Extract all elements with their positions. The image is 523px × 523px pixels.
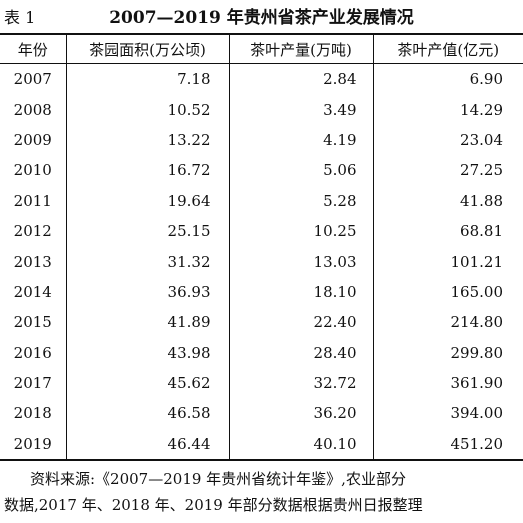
table-row: 2011 19.64 5.28 41.88 <box>0 185 523 216</box>
cell-value: 14.29 <box>372 94 523 125</box>
cell-output: 40.10 <box>228 428 373 462</box>
cell-area: 16.72 <box>65 155 229 186</box>
cell-year: 2018 <box>13 404 52 423</box>
header-area: 茶园面积(万公顷) <box>65 33 229 64</box>
cell-output: 18.10 <box>228 276 373 308</box>
cell-area: 31.32 <box>65 246 229 277</box>
cell-value: 165.00 <box>372 276 523 308</box>
cell-value: 394.00 <box>372 398 523 429</box>
table-row: 2008 10.52 3.49 14.29 <box>0 94 523 125</box>
cell-year: 2013 <box>13 252 52 271</box>
table-row: 2009 13.22 4.19 23.04 <box>0 124 523 156</box>
header-value: 茶叶产值(亿元) <box>372 33 523 64</box>
cell-area: 7.18 <box>65 63 229 95</box>
cell-year: 2009 <box>13 130 52 149</box>
cell-area: 19.64 <box>65 185 229 216</box>
cell-value: 101.21 <box>372 246 523 277</box>
cell-area: 43.98 <box>65 337 229 368</box>
cell-area: 45.62 <box>65 367 229 399</box>
cell-value: 299.80 <box>372 337 523 368</box>
cell-area: 46.44 <box>65 428 229 462</box>
table-row: 2016 43.98 28.40 299.80 <box>0 337 523 368</box>
cell-area: 36.93 <box>65 276 229 308</box>
cell-value: 27.25 <box>372 155 523 186</box>
source-note-line-2: 数据,2017 年、2018 年、2019 年部分数据根据贵州日报整理 <box>4 496 423 514</box>
cell-year: 2010 <box>13 161 52 180</box>
header-output: 茶叶产量(万吨) <box>228 33 373 64</box>
cell-output: 2.84 <box>228 63 373 95</box>
table-row: 2015 41.89 22.40 214.80 <box>0 307 523 338</box>
table-row: 2013 31.32 13.03 101.21 <box>0 246 523 277</box>
cell-value: 6.90 <box>372 63 523 95</box>
cell-year: 2007 <box>13 70 52 89</box>
cell-value: 361.90 <box>372 367 523 399</box>
cell-area: 25.15 <box>65 215 229 247</box>
cell-area: 46.58 <box>65 398 229 429</box>
table-row: 2010 16.72 5.06 27.25 <box>0 155 523 186</box>
table-row: 2018 46.58 36.20 394.00 <box>0 398 523 429</box>
table-header-row: 年份 茶园面积(万公顷) 茶叶产量(万吨) 茶叶产值(亿元) <box>0 33 523 64</box>
cell-output: 10.25 <box>228 215 373 247</box>
cell-area: 10.52 <box>65 94 229 125</box>
table-body: 2007 7.18 2.84 6.90 2008 10.52 3.49 14.29 2009 13… <box>0 63 523 462</box>
cell-output: 28.40 <box>228 337 373 368</box>
cell-year: 2019 <box>0 428 66 462</box>
table-row: 2014 36.93 18.10 165.00 <box>0 276 523 308</box>
table-row: 2007 7.18 2.84 6.90 <box>0 63 523 95</box>
table-row: 2019 46.44 40.10 451.20 <box>0 428 523 462</box>
cell-value: 451.20 <box>372 428 523 462</box>
cell-year: 2011 <box>13 191 52 210</box>
tea-industry-table: 年份 茶园面积(万公顷) 茶叶产量(万吨) 茶叶产值(亿元) 2007 7.18 2… <box>0 33 523 462</box>
table-row: 2012 25.15 10.25 68.81 <box>0 215 523 247</box>
cell-output: 32.72 <box>228 367 373 399</box>
cell-year: 2014 <box>13 282 52 301</box>
cell-year: 2017 <box>13 374 52 393</box>
cell-output: 13.03 <box>228 246 373 277</box>
cell-output: 3.49 <box>228 94 373 125</box>
cell-output: 5.06 <box>228 155 373 186</box>
cell-area: 41.89 <box>65 307 229 338</box>
cell-year: 2008 <box>13 100 52 119</box>
header-year: 年份 <box>0 33 66 64</box>
cell-year: 2015 <box>13 313 52 332</box>
cell-value: 41.88 <box>372 185 523 216</box>
cell-output: 36.20 <box>228 398 373 429</box>
cell-area: 13.22 <box>65 124 229 156</box>
table-number: 表 1 <box>4 8 36 27</box>
cell-output: 4.19 <box>228 124 373 156</box>
table-caption: 表 1 2007—2019 年贵州省茶产业发展情况 <box>0 2 523 30</box>
table-row: 2017 45.62 32.72 361.90 <box>0 367 523 399</box>
cell-value: 214.80 <box>372 307 523 338</box>
table-title: 2007—2019 年贵州省茶产业发展情况 <box>109 8 414 28</box>
source-note: 资料来源:《2007—2019 年贵州省统计年鉴》,农业部分 数据,2017 年… <box>0 466 523 518</box>
cell-value: 68.81 <box>372 215 523 247</box>
cell-year: 2016 <box>13 343 52 362</box>
cell-output: 22.40 <box>228 307 373 338</box>
cell-output: 5.28 <box>228 185 373 216</box>
cell-year: 2012 <box>13 222 52 241</box>
source-note-line-1: 资料来源:《2007—2019 年贵州省统计年鉴》,农业部分 <box>30 470 406 488</box>
cell-value: 23.04 <box>372 124 523 156</box>
